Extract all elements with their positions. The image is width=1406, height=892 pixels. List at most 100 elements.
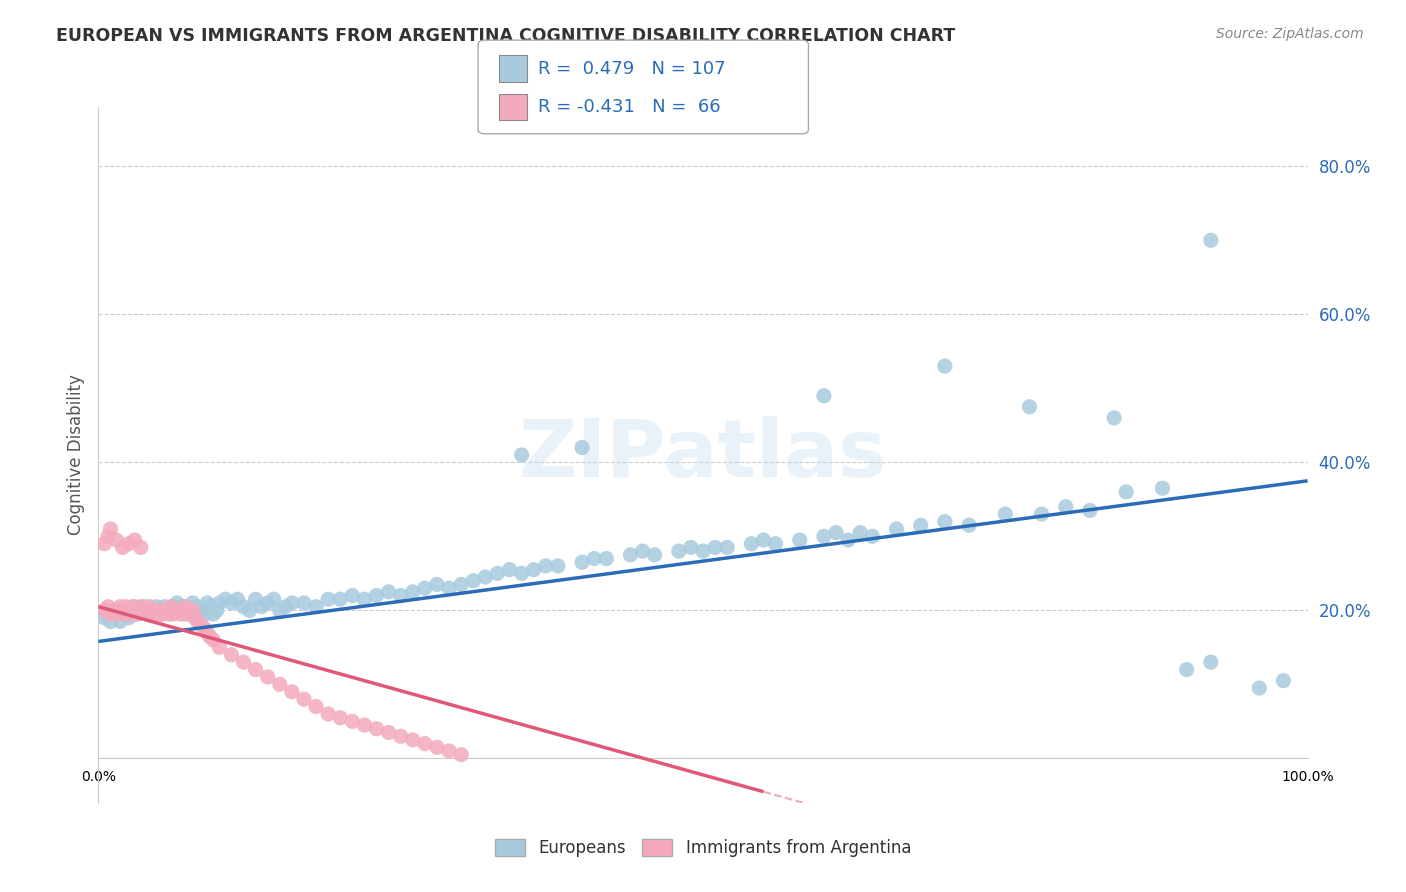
Point [190, 603, 212, 617]
Point [174, 599, 197, 614]
Point [153, 599, 176, 614]
Point [153, 603, 176, 617]
Point [450, 747, 472, 762]
Point [135, 607, 157, 621]
Point [305, 599, 328, 614]
Point [150, 607, 173, 621]
Point [174, 607, 197, 621]
Point [269, 603, 291, 617]
Point [547, 558, 569, 573]
Point [1102, 411, 1125, 425]
Point [1199, 233, 1222, 247]
Point [195, 596, 218, 610]
Point [292, 692, 315, 706]
Point [134, 599, 156, 614]
Point [157, 607, 180, 621]
Point [342, 714, 364, 729]
Point [353, 718, 375, 732]
Point [93, 611, 115, 625]
Point [692, 544, 714, 558]
Point [498, 563, 520, 577]
Point [214, 592, 236, 607]
Point [138, 603, 160, 617]
Point [105, 607, 128, 621]
Point [124, 607, 146, 621]
Point [97, 599, 120, 614]
Point [402, 732, 425, 747]
Point [221, 648, 243, 662]
Point [1031, 507, 1053, 521]
Point [142, 607, 165, 621]
Point [111, 541, 134, 555]
Point [789, 533, 811, 547]
Point [583, 551, 606, 566]
Point [740, 537, 762, 551]
Point [281, 685, 304, 699]
Point [825, 525, 848, 540]
Point [93, 603, 115, 617]
Point [198, 629, 221, 643]
Text: Source: ZipAtlas.com: Source: ZipAtlas.com [1216, 27, 1364, 41]
Point [1018, 400, 1040, 414]
Point [426, 577, 449, 591]
Point [100, 615, 122, 629]
Point [124, 533, 146, 547]
Point [202, 632, 225, 647]
Point [160, 607, 183, 621]
Point [118, 611, 141, 625]
Point [752, 533, 775, 547]
Point [184, 611, 207, 625]
Point [187, 599, 209, 614]
Point [172, 603, 194, 617]
Point [1078, 503, 1101, 517]
Point [150, 607, 173, 621]
Point [860, 529, 883, 543]
Point [377, 585, 399, 599]
Point [100, 522, 122, 536]
Point [437, 581, 460, 595]
Point [571, 441, 593, 455]
Point [1152, 481, 1174, 495]
Point [765, 537, 787, 551]
Point [305, 699, 328, 714]
Point [111, 603, 134, 617]
Point [160, 599, 183, 614]
Point [166, 596, 188, 610]
Point [208, 596, 231, 610]
Point [281, 596, 304, 610]
Point [181, 603, 204, 617]
Point [668, 544, 690, 558]
Point [957, 518, 980, 533]
Legend: Europeans, Immigrants from Argentina: Europeans, Immigrants from Argentina [488, 832, 918, 864]
Point [631, 544, 654, 558]
Point [118, 537, 141, 551]
Point [134, 603, 156, 617]
Text: EUROPEAN VS IMMIGRANTS FROM ARGENTINA COGNITIVE DISABILITY CORRELATION CHART: EUROPEAN VS IMMIGRANTS FROM ARGENTINA CO… [56, 27, 956, 45]
Point [413, 737, 436, 751]
Point [202, 607, 225, 621]
Point [849, 525, 872, 540]
Point [114, 599, 136, 614]
Point [510, 448, 533, 462]
Point [402, 585, 425, 599]
Point [108, 599, 131, 614]
Point [837, 533, 859, 547]
Point [245, 592, 267, 607]
Point [1199, 655, 1222, 669]
Point [716, 541, 738, 555]
Text: ZIPatlas: ZIPatlas [519, 416, 887, 494]
Point [342, 589, 364, 603]
Point [190, 618, 212, 632]
Point [679, 541, 702, 555]
Point [148, 603, 170, 617]
Point [129, 599, 152, 614]
Text: R =  0.479   N = 107: R = 0.479 N = 107 [538, 60, 725, 78]
Point [101, 603, 124, 617]
Point [510, 566, 533, 581]
Point [124, 599, 146, 614]
Point [389, 589, 412, 603]
Point [571, 555, 593, 569]
Point [486, 566, 509, 581]
Point [1272, 673, 1295, 688]
Text: R = -0.431   N =  66: R = -0.431 N = 66 [538, 98, 721, 116]
